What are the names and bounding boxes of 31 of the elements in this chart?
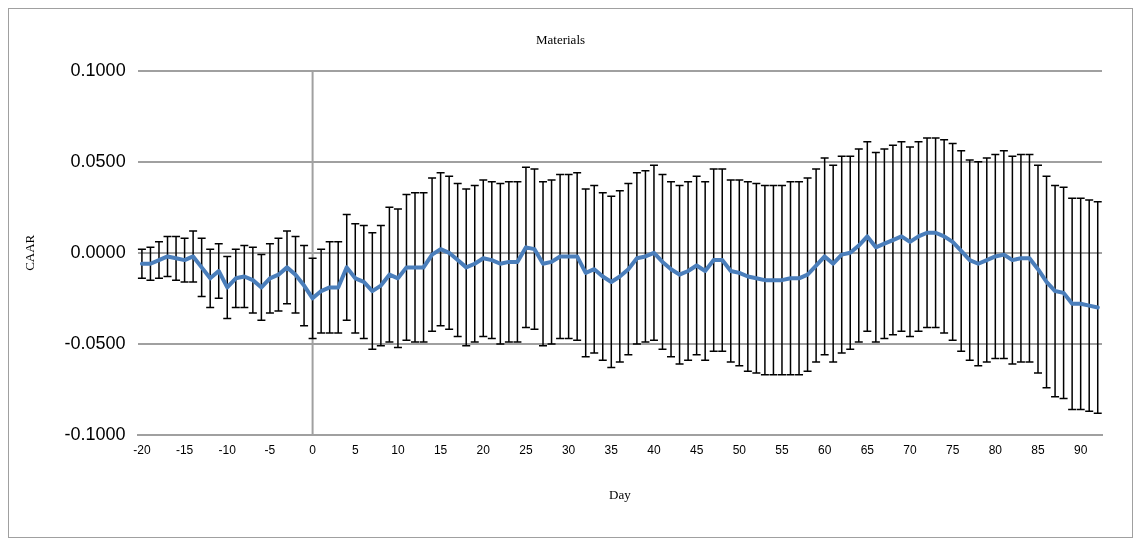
x-tick-label: 55: [775, 442, 789, 457]
x-tick-label: 45: [689, 442, 704, 457]
y-tick-label: 0.0000: [70, 241, 126, 262]
x-tick-label: 70: [903, 442, 917, 457]
x-tick-label: -15: [175, 442, 194, 457]
y-axis-title: CAAR: [22, 234, 38, 271]
x-tick-label: 5: [351, 442, 359, 457]
y-tick-label: 0.0500: [70, 150, 126, 171]
x-tick-label: 25: [519, 442, 533, 457]
x-axis-title: Day: [608, 486, 632, 502]
x-tick-label: 20: [476, 442, 491, 457]
x-tick-label: 75: [945, 442, 960, 457]
y-tick-label: -0.0500: [64, 332, 126, 353]
x-tick-label: 80: [988, 442, 1003, 457]
x-tick-label: 50: [732, 442, 747, 457]
x-tick-label: -10: [218, 442, 237, 457]
x-tick-label: 65: [860, 442, 875, 457]
x-tick-label: -5: [264, 442, 276, 457]
x-tick-label: 90: [1073, 442, 1088, 457]
x-tick-label: 15: [433, 442, 448, 457]
chart-title: Materials: [535, 32, 586, 48]
y-tick-label: -0.1000: [64, 423, 126, 444]
x-tick-label: 0: [309, 442, 317, 457]
y-tick-label: 0.1000: [70, 59, 126, 80]
x-tick-label: 40: [647, 442, 661, 457]
x-tick-label: 10: [391, 442, 405, 457]
x-tick-label: 35: [604, 442, 619, 457]
x-tick-label: 85: [1031, 442, 1045, 457]
x-tick-label: -20: [133, 442, 151, 457]
x-tick-label: 60: [817, 442, 832, 457]
x-tick-label: 30: [561, 442, 576, 457]
